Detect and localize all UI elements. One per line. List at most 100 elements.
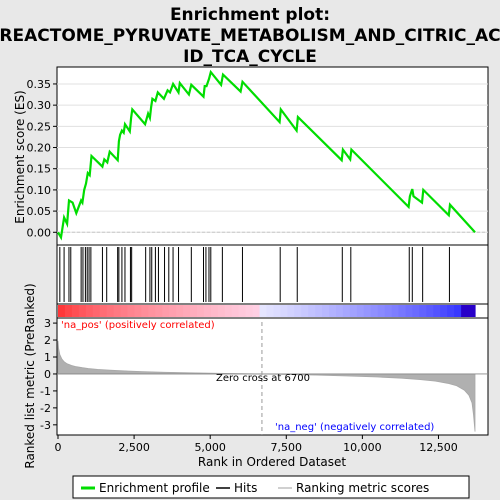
gradient-segment	[162, 305, 170, 317]
gradient-segment	[190, 305, 198, 317]
zero-cross-label: Zero cross at 6700	[216, 373, 310, 384]
metric-y-axis-ticks: -3 -2 -1 0 1 2 3	[40, 317, 57, 432]
es-y-tick-label: 0.35	[27, 78, 52, 91]
hits-panel-background	[56, 244, 489, 305]
gradient-segment	[210, 305, 219, 317]
es-y-axis-label: Enrichment score (ES)	[13, 90, 27, 223]
gradient-segment	[85, 305, 94, 317]
gradient-segment	[370, 305, 379, 317]
metric-y-tick-label: -1	[40, 385, 51, 398]
gradient-segment	[197, 305, 205, 317]
gradient-segment	[342, 305, 351, 317]
gradient-segment	[398, 305, 407, 317]
es-y-tick-label: 0.10	[27, 184, 52, 197]
gradient-segment	[176, 305, 184, 317]
metric-y-tick-label: 0	[44, 368, 51, 381]
es-y-tick-label: 0.20	[27, 142, 52, 155]
gradient-segment	[440, 305, 448, 317]
gradient-segment	[183, 305, 191, 317]
gradient-segment	[266, 305, 275, 317]
gradient-segment	[280, 305, 288, 317]
legend-label-ranking-metric: Ranking metric scores	[296, 481, 429, 495]
x-tick-label: 2,500	[118, 441, 150, 454]
x-tick-label: 10,000	[343, 441, 382, 454]
x-tick-label: 0	[55, 441, 62, 454]
es-y-tick-label: 0.30	[27, 99, 52, 112]
gradient-segment	[349, 305, 358, 317]
gradient-segment	[252, 305, 261, 317]
gradient-segment	[336, 305, 344, 317]
es-curve-line	[57, 69, 476, 241]
metric-y-tick-label: 1	[44, 351, 51, 364]
gradient-segment	[322, 305, 330, 317]
gradient-segment	[113, 305, 122, 317]
metric-y-tick-label: 3	[44, 317, 51, 330]
x-tick-label: 7,500	[271, 441, 303, 454]
metric-plot-group	[57, 322, 488, 435]
gradient-segment	[148, 305, 156, 317]
es-curve-group	[57, 69, 476, 241]
x-tick-label: 12,500	[419, 441, 458, 454]
gradient-segment	[461, 305, 469, 317]
gradient-segment	[141, 305, 149, 317]
metric-area	[57, 340, 476, 432]
gradient-segment	[120, 305, 129, 317]
gradient-segment	[363, 305, 372, 317]
gradient-segment	[468, 305, 476, 317]
gradient-segment	[231, 305, 240, 317]
legend-label-enrichment-profile: Enrichment profile	[99, 481, 210, 495]
gradient-segment	[99, 305, 108, 317]
x-axis-label: Rank in Ordered Dataset	[198, 455, 346, 469]
metric-y-axis-label: Ranked list metric (PreRanked)	[23, 283, 37, 468]
es-y-tick-label: 0.15	[27, 163, 52, 176]
gradient-segment	[127, 305, 136, 317]
gradient-segment	[224, 305, 233, 317]
gradient-segment	[384, 305, 393, 317]
gradient-segment	[106, 305, 115, 317]
gradient-segment	[78, 305, 87, 317]
es-y-tick-label: 0.25	[27, 120, 52, 133]
metric-y-tick-label: -2	[40, 402, 51, 415]
metric-y-tick-label: -3	[40, 419, 51, 432]
gradient-segment	[405, 305, 414, 317]
gradient-segment	[419, 305, 427, 317]
gradient-segment	[356, 305, 365, 317]
neg-correlation-label: 'na_neg' (negatively correlated)	[275, 422, 434, 433]
gradient-segment	[301, 305, 309, 317]
gradient-segment	[294, 305, 302, 317]
gradient-segment	[134, 305, 142, 317]
gradient-segment	[287, 305, 295, 317]
gradient-segment	[217, 305, 226, 317]
gradient-segment	[308, 305, 316, 317]
gradient-segment	[454, 305, 462, 317]
gradient-segment	[377, 305, 386, 317]
gradient-segment	[71, 305, 80, 317]
x-axis-ticks: 0 2,500 5,000 7,500 10,000 12,500	[55, 435, 458, 454]
gradient-segment	[155, 305, 163, 317]
gradient-segment	[238, 305, 247, 317]
hits-group	[59, 247, 450, 302]
gradient-segment	[259, 305, 268, 317]
ranking-gradient-bar	[58, 305, 476, 317]
gradient-segment	[412, 305, 420, 317]
es-panel-background	[56, 66, 489, 246]
gradient-segment	[391, 305, 400, 317]
gradient-segment	[169, 305, 177, 317]
x-tick-label: 5,000	[194, 441, 226, 454]
es-gridlines	[57, 83, 488, 233]
es-y-tick-label: 0.00	[27, 226, 52, 239]
legend-box	[72, 475, 470, 499]
pos-correlation-label: 'na_pos' (positively correlated)	[61, 320, 215, 331]
gradient-segment	[433, 305, 441, 317]
gradient-segment	[447, 305, 455, 317]
gradient-segment	[426, 305, 434, 317]
gradient-segment	[273, 305, 281, 317]
gradient-segment	[58, 305, 66, 317]
gradient-segment	[315, 305, 323, 317]
gradient-segment	[203, 305, 212, 317]
chart-title-line-2: REACTOME_PYRUVATE_METABOLISM_AND_CITRIC_…	[0, 26, 500, 46]
chart-title-line-3: ID_TCA_CYCLE	[183, 47, 317, 67]
gradient-segment	[329, 305, 337, 317]
